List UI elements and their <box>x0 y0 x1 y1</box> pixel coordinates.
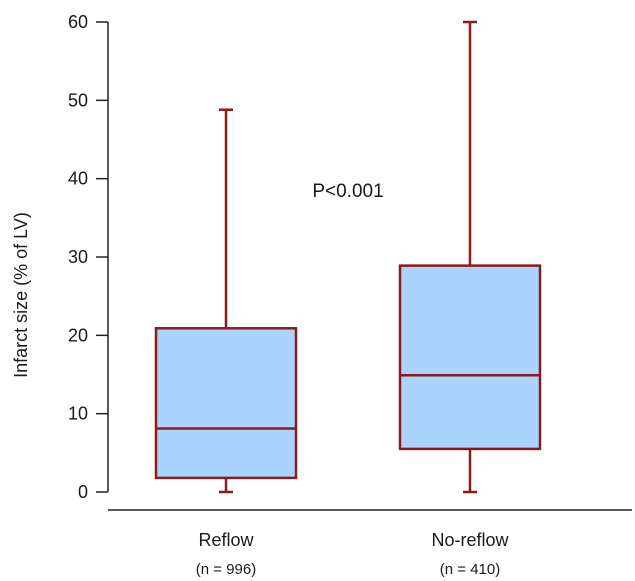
x-axis: Reflow (n = 996) No-reflow (n = 410) <box>108 509 632 578</box>
y-tick-label: 30 <box>68 247 88 267</box>
y-tick-label: 50 <box>68 90 88 110</box>
x-category-sublabel: (n = 410) <box>440 561 500 578</box>
p-value-annotation: P<0.001 <box>312 181 383 202</box>
iqr-box <box>154 327 298 480</box>
y-tick-label: 0 <box>78 482 88 502</box>
x-category-sublabel: (n = 996) <box>196 561 256 578</box>
y-axis: 0 10 20 30 40 50 60 <box>68 12 109 502</box>
y-tick-label: 10 <box>68 404 88 424</box>
x-category-label: No-reflow <box>431 530 509 550</box>
iqr-box <box>398 264 542 451</box>
y-tick-label: 40 <box>68 169 88 189</box>
y-tick-label: 20 <box>68 325 88 345</box>
y-tick-label: 60 <box>68 12 88 32</box>
x-category-label: Reflow <box>198 530 254 550</box>
y-axis-label: Infarct size (% of LV) <box>11 212 31 378</box>
boxes <box>154 20 542 494</box>
box-no-reflow <box>398 20 542 494</box>
box-reflow <box>154 108 298 494</box>
